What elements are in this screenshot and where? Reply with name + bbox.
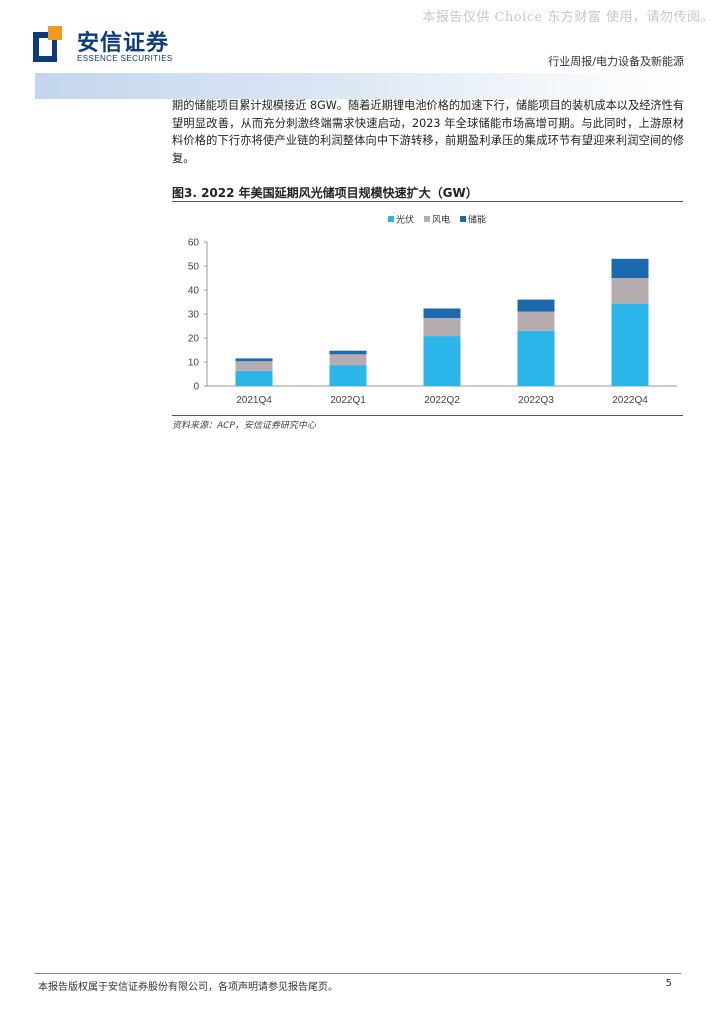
legend-swatch <box>460 216 466 222</box>
paragraph-text: 期的储能项目累计规模接近 8GW。随着近期锂电池价格的加速下行，储能项目的装机成… <box>172 99 684 165</box>
footer-rule <box>35 973 681 974</box>
legend-swatch <box>388 216 394 222</box>
page-number: 5 <box>665 978 672 989</box>
stacked-bar-chart: 0 10 20 30 40 50 60 2021Q4 2022Q1 2022Q2 2022Q3 202… <box>188 214 677 406</box>
bar-segment-储能 <box>235 358 273 362</box>
logo-english-name: ESSENCE SECURITIES <box>77 54 173 63</box>
figure-source: 资料来源：ACP，安信证券研究中心 <box>172 421 316 431</box>
y-tick-label: 20 <box>188 334 200 345</box>
x-tick-label: 2022Q4 <box>612 395 648 406</box>
bar-segment-光伏 <box>235 370 273 386</box>
watermark: 本报告仅供 Choice 东方财富 使用，请勿传阅。 <box>422 10 714 25</box>
y-tick-label: 40 <box>188 286 200 297</box>
bar-segment-风电 <box>235 361 273 371</box>
figure-title: 图3. 2022 年美国延期风光储项目规模快速扩大（GW） <box>172 186 478 200</box>
bar-segment-光伏 <box>329 365 367 386</box>
x-tick-label: 2022Q2 <box>424 395 460 406</box>
report-category: 行业周报/电力设备及新能源 <box>548 55 684 68</box>
bar-segment-风电 <box>329 354 367 366</box>
bar-segment-储能 <box>423 308 461 319</box>
footer-disclaimer: 本报告版权属于安信证券股份有限公司，各项声明请参见报告尾页。 <box>38 982 338 993</box>
legend-label: 储能 <box>468 214 486 226</box>
x-tick-label: 2021Q4 <box>236 395 272 406</box>
bar-segment-储能 <box>517 299 555 312</box>
bar-segment-光伏 <box>517 330 555 386</box>
company-logo: 安信证券 ESSENCE SECURITIES <box>33 24 183 66</box>
y-tick-label: 30 <box>188 310 200 321</box>
bar-segment-风电 <box>423 318 461 337</box>
y-tick-label: 0 <box>193 382 199 393</box>
logo-chinese-name: 安信证券 <box>77 31 170 56</box>
bar-segment-光伏 <box>611 303 649 386</box>
legend-label: 光伏 <box>396 214 414 226</box>
logo-mark-icon <box>33 26 62 62</box>
y-tick-label: 10 <box>188 358 200 369</box>
figure-top-rule <box>172 201 683 202</box>
bar-segment-储能 <box>611 258 649 278</box>
bar-segment-风电 <box>517 311 555 331</box>
figure-bottom-rule <box>172 415 683 416</box>
x-tick-label: 2022Q1 <box>330 395 366 406</box>
legend-swatch <box>424 216 430 222</box>
bar-segment-风电 <box>611 278 649 304</box>
body-paragraph: 期的储能项目累计规模接近 8GW。随着近期锂电池价格的加速下行，储能项目的装机成… <box>172 97 684 167</box>
legend-label: 风电 <box>432 214 450 226</box>
bar-segment-储能 <box>329 350 367 355</box>
y-tick-label: 50 <box>188 262 200 273</box>
y-tick-label: 60 <box>188 238 200 249</box>
x-tick-label: 2022Q3 <box>518 395 554 406</box>
bar-segment-光伏 <box>423 336 461 386</box>
header-band <box>35 73 681 99</box>
